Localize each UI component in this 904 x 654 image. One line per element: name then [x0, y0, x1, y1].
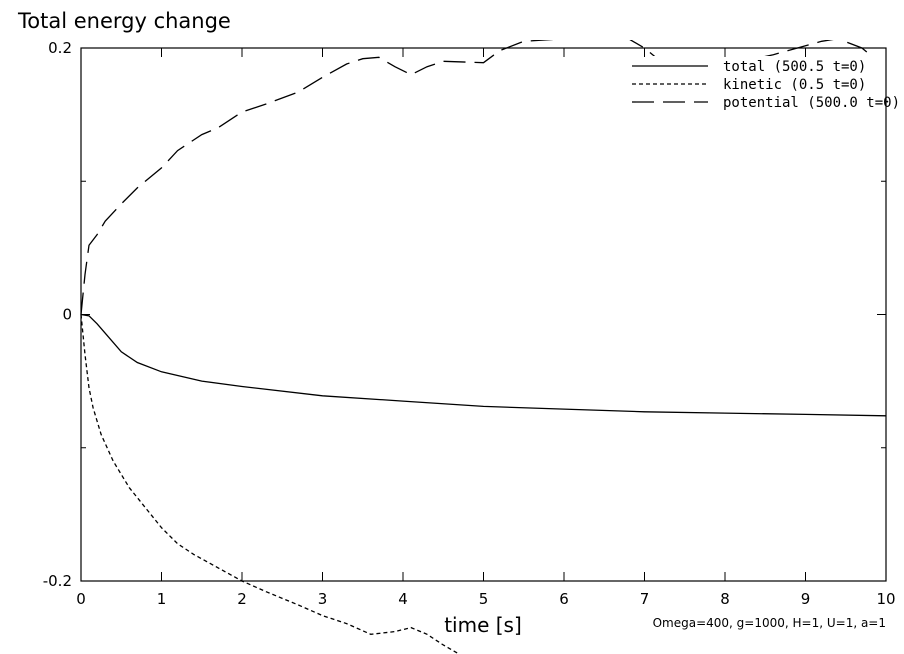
y-tick-label-0: -0.2 — [43, 572, 72, 590]
x-tick-label-8: 8 — [720, 590, 730, 608]
chart-title: Total energy change — [17, 9, 231, 33]
legend-label-3: potential (500.0 t=0) — [723, 95, 900, 111]
x-axis-label: time [s] — [444, 613, 522, 637]
x-tick-label-0: 0 — [76, 590, 86, 608]
x-tick-label-9: 9 — [801, 590, 811, 608]
tick-layer: 0 1 2 3 4 5 6 7 8 9 10-0.200.2 — [43, 39, 896, 608]
series-line-1 — [80, 313, 887, 417]
parameter-annotation: Omega=400, g=1000, H=1, U=1, a=1 — [653, 616, 886, 630]
x-tick-label-6: 6 — [559, 590, 569, 608]
x-tick-label-10: 10 — [876, 590, 895, 608]
x-tick-label-4: 4 — [398, 590, 408, 608]
legend-label-1: total (500.5 t=0) — [723, 59, 866, 75]
x-tick-label-2: 2 — [237, 590, 247, 608]
y-tick-label-1: 0 — [62, 306, 72, 324]
legend-label-2: kinetic (0.5 t=0) — [723, 77, 866, 93]
series-line-2 — [80, 314, 460, 654]
x-tick-label-5: 5 — [479, 590, 489, 608]
x-tick-label-1: 1 — [157, 590, 167, 608]
series-layer — [80, 40, 887, 654]
x-tick-label-3: 3 — [318, 590, 328, 608]
x-tick-label-7: 7 — [640, 590, 650, 608]
y-tick-label-2: 0.2 — [48, 39, 72, 57]
plot-frame — [80, 47, 887, 582]
legend: total (500.5 t=0) kinetic (0.5 t=0) potent… — [632, 59, 900, 111]
